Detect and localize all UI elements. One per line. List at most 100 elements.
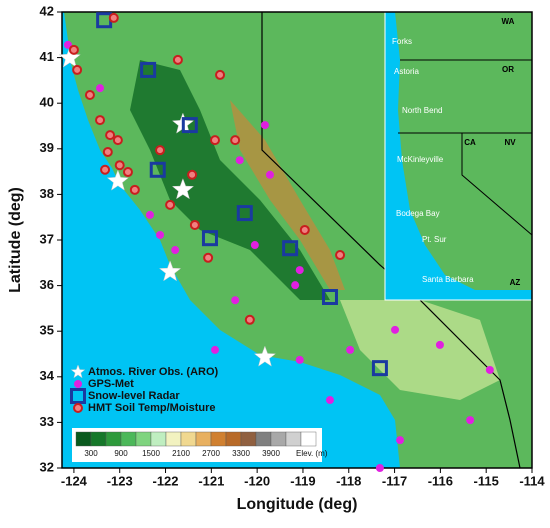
x-tick-label: -117 xyxy=(382,473,407,488)
basemap xyxy=(61,11,533,469)
soil-ring xyxy=(335,250,346,261)
place-label: Santa Barbara xyxy=(422,275,474,284)
soil-ring xyxy=(187,169,198,180)
colorbar-swatch xyxy=(90,431,107,447)
soil-ring xyxy=(210,135,221,146)
inset-land xyxy=(395,12,532,290)
colorbar-tick-label: 900 xyxy=(114,449,128,458)
colorbar-tick-label: 2700 xyxy=(202,449,220,458)
x-axis-title: Longitude (deg) xyxy=(237,496,358,513)
radar-square xyxy=(181,117,198,134)
aro-star xyxy=(171,178,195,200)
soil-ring xyxy=(203,252,214,263)
legend-label: GPS-Met xyxy=(88,378,134,390)
soil-ring xyxy=(189,219,200,230)
aro-star xyxy=(253,345,277,367)
x-tick-label: -118 xyxy=(336,473,361,488)
y-tick-label: 38 xyxy=(40,186,54,201)
soil-ring xyxy=(68,44,79,55)
colorbar-swatch xyxy=(225,431,242,447)
colorbar-swatch xyxy=(120,431,137,447)
radar-square xyxy=(282,240,299,257)
colorbar-swatch xyxy=(195,431,212,447)
soil-ring xyxy=(215,69,226,80)
colorbar-tick-label: 300 xyxy=(84,449,98,458)
y-tick-label: 34 xyxy=(40,368,55,383)
legend-symbol xyxy=(70,388,86,404)
colorbar-swatch xyxy=(270,431,287,447)
colorbar-tick-label: 1500 xyxy=(142,449,160,458)
colorbar-swatch xyxy=(165,431,182,447)
radar-square xyxy=(321,289,338,305)
gps-point xyxy=(435,340,444,349)
x-tick-label: -115 xyxy=(474,473,499,488)
aro-star xyxy=(106,169,129,191)
place-label: McKinleyville xyxy=(397,155,444,164)
soil-ring xyxy=(72,64,83,75)
desert xyxy=(340,300,500,400)
radar-square xyxy=(236,205,253,222)
legend-label: Atmos. River Obs. (ARO) xyxy=(88,366,219,378)
colorbar-swatch xyxy=(105,431,122,447)
aro-star xyxy=(58,46,81,68)
gps-point xyxy=(260,121,269,130)
colorbar-tick-label: 3900 xyxy=(262,449,280,458)
legend-symbol xyxy=(74,380,82,388)
gps-point xyxy=(346,345,355,354)
soil-ring xyxy=(165,199,176,210)
y-tick-label: 40 xyxy=(40,95,54,110)
gps-point xyxy=(171,246,180,255)
y-tick-label: 36 xyxy=(40,277,54,292)
gps-point xyxy=(145,210,154,219)
gps-point xyxy=(156,230,165,239)
radar-square xyxy=(371,360,388,377)
state-label: NV xyxy=(504,138,516,147)
soil-ring xyxy=(95,115,106,126)
x-tick-label: -123 xyxy=(107,473,133,488)
soil-ring xyxy=(105,130,116,141)
radar-square xyxy=(201,230,218,247)
soil-ring xyxy=(112,135,123,146)
soil-ring xyxy=(114,160,125,171)
gps-point xyxy=(485,365,494,374)
state-label: CA xyxy=(464,138,476,147)
colorbar-swatch xyxy=(210,431,227,447)
soil-ring xyxy=(244,314,255,325)
soil-ring xyxy=(172,54,183,65)
gps-point xyxy=(211,345,220,354)
soil-ring xyxy=(108,12,119,23)
sierra xyxy=(230,100,345,290)
place-label: North Bend xyxy=(402,106,442,115)
place-label: Pt. Sur xyxy=(422,235,447,244)
colorbar-swatch xyxy=(240,431,257,447)
gps-point xyxy=(325,396,334,405)
colorbar-swatch xyxy=(255,431,272,447)
gps-point xyxy=(235,156,244,165)
colorbar-swatch xyxy=(135,431,152,447)
colorbar-tick-label: 3300 xyxy=(232,449,250,458)
central-valley xyxy=(130,60,330,300)
gps-point xyxy=(466,416,475,425)
legend-label: Snow-level Radar xyxy=(88,390,180,402)
inset-borders xyxy=(461,133,533,236)
y-tick-label: 37 xyxy=(40,231,54,246)
x-tick-label: -116 xyxy=(428,473,453,488)
gps-point xyxy=(265,170,274,179)
gps-point xyxy=(295,355,304,364)
gps-point xyxy=(231,296,240,305)
colorbar-label: Elev. (m) xyxy=(296,449,328,458)
y-tick-label: 33 xyxy=(40,414,54,429)
legend-label: HMT Soil Temp/Moisture xyxy=(88,402,216,414)
place-label: Astoria xyxy=(394,67,419,76)
radar-square xyxy=(140,61,157,78)
colorbar-swatch xyxy=(300,431,317,447)
colorbar-tick-label: 2100 xyxy=(172,449,190,458)
legend-symbol xyxy=(70,364,86,379)
soil-ring xyxy=(129,184,140,195)
colorbar-swatch xyxy=(285,431,302,447)
gps-point xyxy=(295,266,304,275)
legend-symbol xyxy=(73,403,83,413)
place-label: Bodega Bay xyxy=(396,209,440,218)
soil-ring xyxy=(102,146,113,157)
